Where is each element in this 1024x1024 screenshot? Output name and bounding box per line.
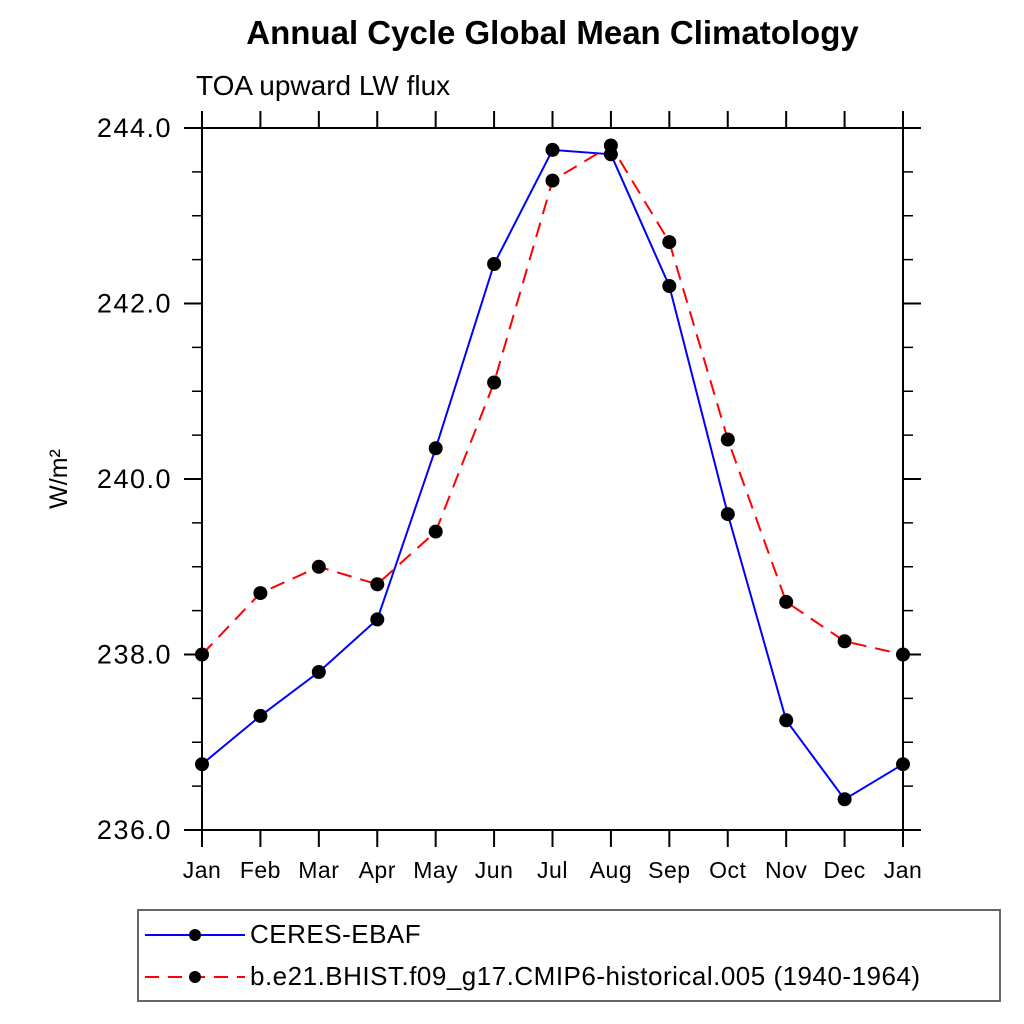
y-tick-label: 240.0 [97, 464, 172, 494]
data-point-series0-Nov [779, 713, 794, 728]
legend-item-model: b.e21.BHIST.f09_g17.CMIP6-historical.005… [139, 956, 999, 998]
data-point-series0-Feb [253, 708, 268, 723]
x-tick-label: Jan [183, 857, 222, 883]
series-line-1 [201, 144, 904, 656]
data-point-series0-May [428, 441, 443, 456]
legend-label-model: b.e21.BHIST.f09_g17.CMIP6-historical.005… [250, 961, 921, 991]
data-point-series0-Dec [837, 792, 852, 807]
y-tick-label: 238.0 [97, 640, 172, 670]
x-tick-label: Nov [765, 857, 807, 883]
data-point-series0-Jun [487, 257, 502, 271]
data-point-series0-Jan [195, 757, 209, 772]
x-tick-label: Dec [823, 857, 865, 883]
data-point-series1-Dec [837, 634, 852, 649]
x-tick-label: Aug [590, 857, 632, 883]
data-point-series0-Sep [662, 279, 677, 293]
data-point-series1-Oct [720, 432, 735, 447]
legend-line-sample-solid [145, 928, 245, 941]
data-point-series0-Oct [720, 507, 735, 522]
x-tick-label: May [413, 857, 458, 883]
legend: CERES-EBAF b.e21.BHIST.f09_g17.CMIP6-his… [137, 909, 1001, 1002]
chart-title: Annual Cycle Global Mean Climatology [246, 14, 859, 51]
y-tick-label: 244.0 [97, 113, 172, 143]
series-line-0 [201, 148, 904, 801]
data-point-series0-Apr [370, 612, 385, 627]
x-tick-label: Jun [475, 857, 514, 883]
x-tick-label: Feb [240, 857, 281, 883]
legend-label-ceres-ebaf: CERES-EBAF [250, 919, 422, 949]
y-axis-title: W/m² [45, 449, 73, 509]
y-tick-label: 236.0 [97, 815, 172, 845]
data-point-series1-Aug [603, 138, 618, 153]
data-point-series1-Nov [779, 594, 794, 609]
data-point-series1-Apr [370, 577, 385, 592]
plot-frame [201, 127, 904, 831]
legend-line-sample-dashed [145, 970, 245, 983]
data-point-series1-Jan [195, 647, 209, 662]
x-tick-label: Apr [359, 857, 396, 883]
data-point-series1-Jun [487, 375, 502, 390]
data-point-series1-May [428, 524, 443, 539]
data-point-series1-Jul [545, 173, 560, 188]
legend-item-ceres-ebaf: CERES-EBAF [139, 914, 999, 956]
data-point-series0-Mar [311, 665, 326, 679]
y-tick-label: 242.0 [97, 289, 172, 319]
x-tick-label: Sep [648, 857, 690, 883]
chart-subtitle: TOA upward LW flux [196, 70, 451, 101]
data-point-series0-Jan [896, 757, 910, 772]
data-point-series0-Jul [545, 142, 560, 157]
data-point-series1-Jan [896, 647, 910, 662]
data-point-series1-Feb [253, 586, 268, 601]
x-tick-label: Mar [298, 857, 339, 883]
x-tick-label: Jul [537, 857, 568, 883]
x-tick-label: Oct [709, 857, 746, 883]
data-point-series1-Sep [662, 235, 677, 250]
data-point-series1-Mar [311, 559, 326, 574]
x-tick-label: Jan [884, 857, 923, 883]
